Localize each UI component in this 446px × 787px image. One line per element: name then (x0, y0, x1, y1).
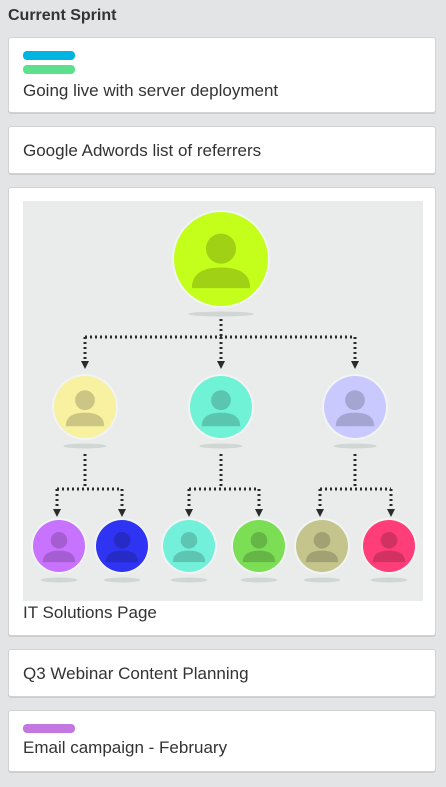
org-chart-illustration (31, 210, 417, 583)
person-middle-2-head (345, 390, 365, 411)
person-top-shadow (188, 311, 254, 317)
arrow-left (81, 361, 89, 369)
person-middle-2-shadow (333, 443, 377, 449)
card-email-campaign[interactable]: Email campaign - February (8, 710, 436, 772)
person-bottom-1-body (105, 550, 139, 563)
person-top-head (205, 233, 237, 264)
person-bottom-2-shadow (170, 577, 208, 583)
person-bottom-3-head (250, 531, 268, 549)
arrow-group2-right (387, 509, 395, 517)
card-title: Q3 Webinar Content Planning (23, 664, 249, 683)
label-green[interactable] (23, 65, 75, 74)
card-it-solutions[interactable]: IT Solutions Page (8, 187, 436, 636)
card-labels (23, 51, 75, 79)
card-server-deployment[interactable]: Going live with server deployment (8, 37, 436, 113)
person-bottom-4-shadow (303, 577, 341, 583)
person-top-body (191, 267, 251, 289)
list-title: Current Sprint (8, 7, 117, 24)
card-q3-webinar[interactable]: Q3 Webinar Content Planning (8, 649, 436, 697)
card-title: IT Solutions Page (23, 603, 157, 622)
person-bottom-1-shadow (103, 577, 141, 583)
label-blue[interactable] (23, 51, 75, 60)
person-bottom-0-shadow (40, 577, 78, 583)
person-middle-0-body (65, 412, 105, 427)
person-bottom-4-body (305, 550, 339, 563)
person-middle-1-head (211, 390, 231, 411)
arrow-right (351, 361, 359, 369)
card-title: Email campaign - February (23, 738, 228, 757)
person-middle-1-body (201, 412, 241, 427)
person-bottom-1-head (113, 531, 131, 549)
arrow-group1-left (185, 509, 193, 517)
person-middle-0-shadow (63, 443, 107, 449)
person-bottom-2-head (180, 531, 198, 549)
person-middle-2-body (335, 412, 375, 427)
arrow-group0-right (118, 509, 126, 517)
person-middle-1-shadow (199, 443, 243, 449)
person-bottom-0-head (50, 531, 68, 549)
person-bottom-5-head (380, 531, 398, 549)
card-title: Going live with server deployment (23, 81, 279, 100)
person-bottom-5-body (372, 550, 406, 563)
arrow-group1-right (255, 509, 263, 517)
person-bottom-4-head (313, 531, 331, 549)
label-purple[interactable] (23, 724, 75, 733)
arrow-group2-left (316, 509, 324, 517)
person-bottom-5-shadow (370, 577, 408, 583)
person-bottom-3-body (242, 550, 276, 563)
card-adwords-referrers[interactable]: Google Adwords list of referrers (8, 126, 436, 174)
card-labels (23, 724, 75, 738)
person-middle-0-head (75, 390, 95, 411)
card-title: Google Adwords list of referrers (23, 141, 262, 160)
arrow-mid (217, 361, 225, 369)
person-bottom-0-body (42, 550, 76, 563)
card-cover-image (23, 201, 423, 601)
person-bottom-3-shadow (240, 577, 278, 583)
arrow-group0-left (53, 509, 61, 517)
person-bottom-2-body (172, 550, 206, 563)
